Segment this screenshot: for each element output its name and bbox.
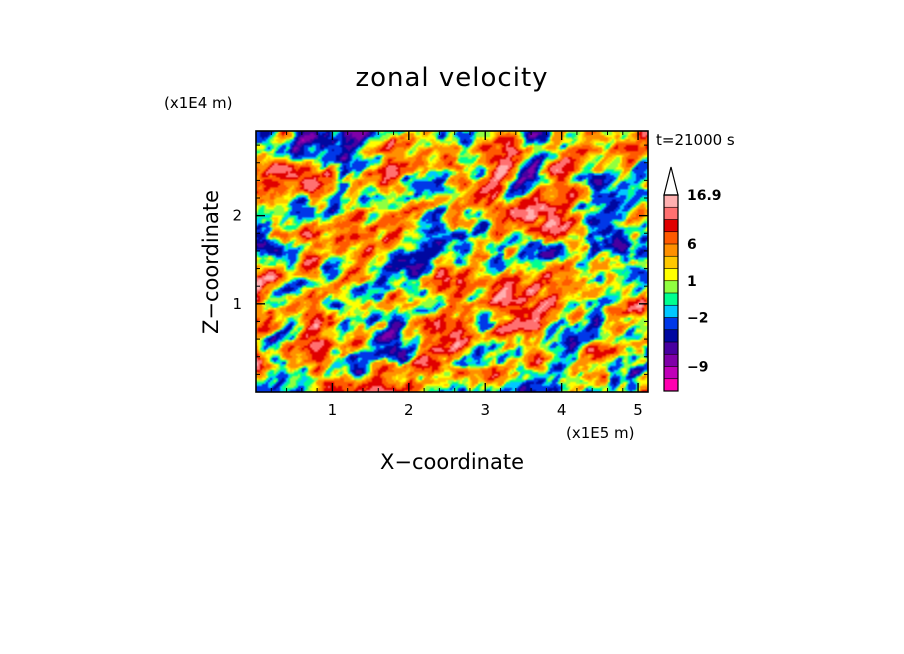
y-tick-label: 1: [232, 295, 242, 313]
y-axis-label: Z−coordinate: [199, 190, 223, 334]
x-tick-label: 5: [633, 401, 643, 419]
colorbar-extension-triangle: [663, 166, 679, 196]
colorbar-band: [664, 329, 678, 342]
colorbar-band: [664, 219, 678, 232]
colorbar-frame: [663, 194, 679, 392]
colorbar-band: [664, 317, 678, 330]
colorbar-band: [664, 280, 678, 293]
x-tick-label: 1: [328, 401, 338, 419]
colorbar-band: [664, 293, 678, 306]
chart-title: zonal velocity: [355, 63, 548, 93]
colorbar-label: 1: [687, 274, 697, 290]
colorbar-band: [664, 244, 678, 257]
colorbar-band: [664, 366, 678, 379]
colorbar-label: 6: [687, 237, 697, 253]
colorbar-band: [664, 354, 678, 367]
time-label: t=21000 s: [656, 131, 735, 149]
heatmap-field: [256, 131, 648, 392]
colorbar-band: [664, 231, 678, 244]
colorbar-band: [664, 207, 678, 220]
colorbar: 16.9 6 1 −2 −9: [663, 166, 722, 392]
x-axis-label: X−coordinate: [380, 450, 524, 474]
colorbar-band: [664, 195, 678, 208]
y-tick-label: 2: [232, 207, 242, 225]
plot-frame: [255, 130, 649, 393]
x-tick-label: 2: [404, 401, 414, 419]
colorbar-band: [664, 378, 678, 391]
colorbar-label: −9: [687, 360, 708, 376]
colorbar-band: [664, 256, 678, 269]
colorbar-band: [664, 342, 678, 355]
x-tick-label: 4: [557, 401, 567, 419]
colorbar-band: [664, 305, 678, 318]
colorbar-label: 16.9: [687, 188, 722, 204]
x-unit-label: (x1E5 m): [566, 424, 635, 442]
colorbar-band: [664, 268, 678, 281]
y-unit-label: (x1E4 m): [164, 94, 233, 112]
y-axis-ticks: 12: [232, 144, 648, 375]
colorbar-label: −2: [687, 311, 708, 327]
x-axis-ticks: 1 2 3 4 5: [270, 131, 643, 419]
x-tick-label: 3: [480, 401, 490, 419]
